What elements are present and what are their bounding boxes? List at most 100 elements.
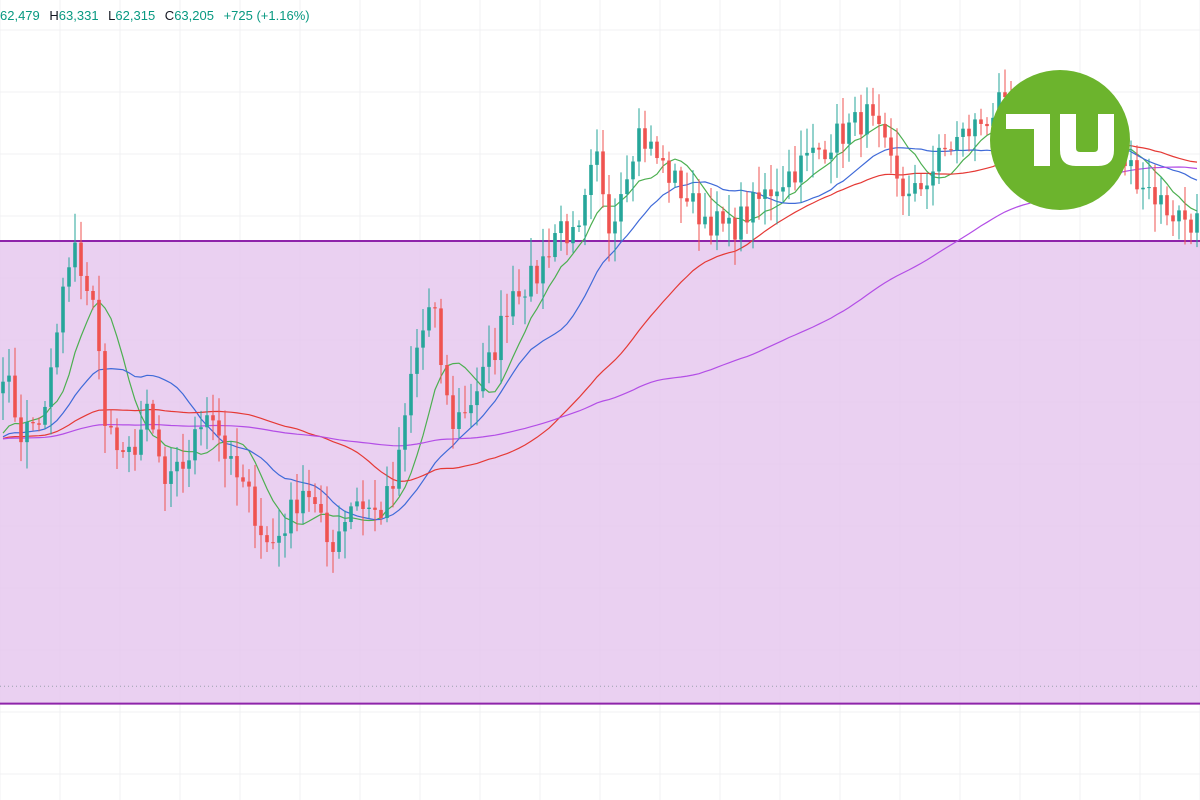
candle-body bbox=[787, 171, 791, 188]
candle-body bbox=[697, 193, 701, 225]
candle-body bbox=[301, 490, 305, 514]
candle-body bbox=[931, 171, 935, 186]
candle-body bbox=[643, 128, 647, 149]
candle-body bbox=[913, 183, 917, 194]
candle-body bbox=[541, 256, 545, 284]
candle-body bbox=[1141, 187, 1145, 190]
candle-body bbox=[805, 152, 809, 156]
candle-body bbox=[841, 123, 845, 144]
candle-body bbox=[229, 456, 233, 459]
candle-body bbox=[289, 499, 293, 534]
close-value: 63,205 bbox=[174, 8, 214, 23]
ohlc-legend: 62,479 H63,331 L62,315 C63,205 +725 (+1.… bbox=[0, 8, 316, 28]
logo-glyph bbox=[1006, 114, 1114, 166]
candle-body bbox=[199, 427, 203, 430]
candle-body bbox=[817, 147, 821, 150]
candle-body bbox=[775, 191, 779, 197]
candle-body bbox=[121, 450, 125, 453]
candle-body bbox=[655, 141, 659, 159]
candle-body bbox=[55, 332, 59, 368]
candle-body bbox=[61, 286, 65, 333]
candle-body bbox=[757, 192, 761, 199]
candle-body bbox=[475, 391, 479, 406]
candle-body bbox=[865, 104, 869, 135]
candle-body bbox=[1153, 187, 1157, 205]
candle-body bbox=[115, 427, 119, 451]
candle-body bbox=[715, 211, 719, 236]
candle-body bbox=[19, 417, 23, 443]
candle-body bbox=[271, 542, 275, 544]
candle-body bbox=[1189, 219, 1193, 233]
candle-body bbox=[265, 535, 269, 543]
candle-body bbox=[259, 525, 263, 536]
candle-body bbox=[565, 221, 569, 244]
candle-body bbox=[625, 179, 629, 195]
candle-body bbox=[589, 164, 593, 196]
candle-body bbox=[853, 112, 857, 123]
candle-body bbox=[919, 183, 923, 190]
candle-body bbox=[169, 471, 173, 484]
candle-body bbox=[631, 161, 635, 180]
candle-body bbox=[295, 499, 299, 514]
candle-body bbox=[535, 265, 539, 284]
candle-body bbox=[205, 415, 209, 428]
candle-body bbox=[529, 265, 533, 297]
candle-body bbox=[1171, 215, 1175, 222]
candle-body bbox=[421, 330, 425, 348]
candle-body bbox=[799, 155, 803, 183]
open-value: 62,479 bbox=[0, 8, 40, 23]
candle-body bbox=[583, 195, 587, 226]
candle-body bbox=[829, 152, 833, 160]
candle-body bbox=[91, 291, 95, 300]
candle-body bbox=[709, 216, 713, 236]
candle-body bbox=[1147, 187, 1151, 189]
candle-body bbox=[613, 221, 617, 234]
candle-body bbox=[943, 147, 947, 150]
candle-body bbox=[889, 137, 893, 156]
candle-body bbox=[109, 425, 113, 428]
candle-body bbox=[733, 217, 737, 240]
candle-body bbox=[49, 367, 53, 407]
candle-body bbox=[601, 151, 605, 195]
candle-body bbox=[73, 242, 77, 268]
candle-body bbox=[31, 421, 35, 424]
candle-body bbox=[439, 308, 443, 366]
candle-body bbox=[67, 267, 71, 287]
candle-body bbox=[901, 178, 905, 197]
candle-body bbox=[481, 366, 485, 392]
candle-body bbox=[163, 456, 167, 484]
candle-body bbox=[691, 193, 695, 202]
candle-body bbox=[1183, 210, 1187, 220]
candle-body bbox=[517, 291, 521, 297]
candle-body bbox=[25, 421, 29, 443]
candle-body bbox=[403, 415, 407, 450]
candle-body bbox=[751, 192, 755, 223]
candle-body bbox=[451, 395, 455, 429]
candle-body bbox=[1177, 210, 1181, 222]
candle-body bbox=[379, 509, 383, 518]
low-value: 62,315 bbox=[115, 8, 156, 23]
candle-body bbox=[445, 365, 449, 396]
candle-body bbox=[979, 119, 983, 124]
ma-long-line bbox=[2, 166, 1198, 447]
candle-body bbox=[313, 497, 317, 504]
candle-body bbox=[895, 155, 899, 179]
candle-body bbox=[1003, 92, 1007, 98]
candle-body bbox=[721, 211, 725, 224]
candle-body bbox=[331, 542, 335, 552]
candle-body bbox=[1159, 195, 1163, 205]
candle-body bbox=[487, 352, 491, 367]
candle-body bbox=[547, 256, 551, 258]
candle-body bbox=[385, 486, 389, 518]
candle-body bbox=[283, 533, 287, 536]
candle-body bbox=[1195, 213, 1199, 233]
candle-body bbox=[253, 486, 257, 526]
candle-body bbox=[193, 429, 197, 461]
candle-body bbox=[1, 381, 5, 394]
candle-body bbox=[13, 375, 17, 418]
candle-body bbox=[907, 193, 911, 197]
candle-body bbox=[877, 115, 881, 125]
candle-body bbox=[571, 227, 575, 244]
